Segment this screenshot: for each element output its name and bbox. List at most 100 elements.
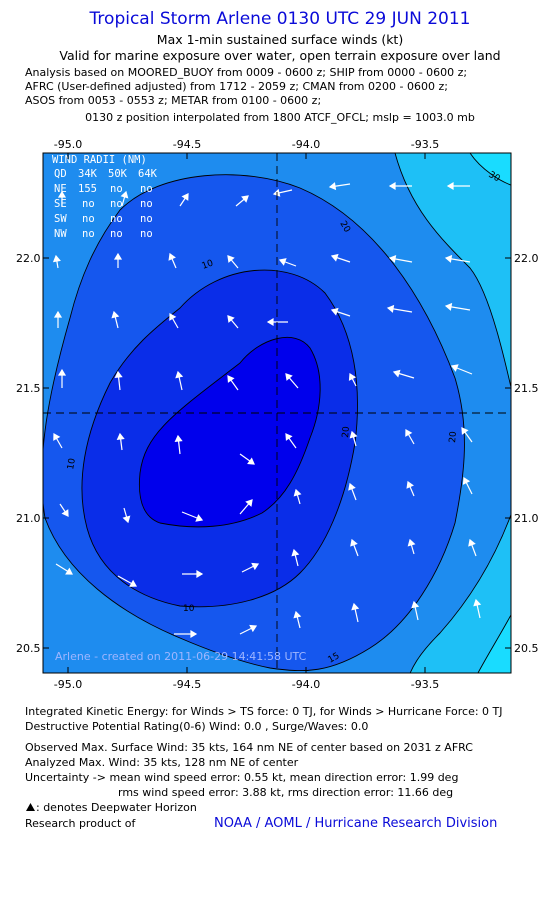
ike-line: Integrated Kinetic Energy: for Winds > T… bbox=[25, 705, 503, 718]
wind-radii-header: QD bbox=[54, 168, 67, 180]
wind-arrowhead bbox=[468, 538, 476, 547]
wind-radii-cell: SW bbox=[54, 213, 67, 225]
wind-band-25-30 bbox=[410, 514, 511, 673]
wind-arrowhead bbox=[351, 602, 360, 611]
wind-arrowhead bbox=[57, 190, 67, 198]
wind-arrowhead bbox=[116, 432, 125, 441]
isotach-25 bbox=[394, 153, 511, 390]
deepwater-legend-text: : denotes Deepwater Horizon bbox=[36, 801, 197, 814]
wind-arrowhead bbox=[227, 375, 235, 383]
wind-radii-cell: no bbox=[140, 228, 153, 240]
wind-arrowhead bbox=[181, 193, 189, 201]
lat-tick-label: 21.0 bbox=[514, 512, 539, 525]
wind-arrowhead bbox=[349, 430, 358, 439]
lon-tick-label: -94.0 bbox=[292, 138, 320, 151]
wind-arrowhead bbox=[241, 195, 249, 203]
wind-arrowhead bbox=[61, 509, 69, 517]
lat-tick-label: 21.5 bbox=[514, 382, 539, 395]
wind-radii-cell: no bbox=[140, 183, 153, 195]
rms-line: rms wind speed error: 3.88 kt, rms direc… bbox=[118, 786, 454, 799]
wind-arrowhead bbox=[293, 610, 302, 619]
wind-radii-cell: no bbox=[110, 198, 123, 210]
wind-arrowhead bbox=[196, 569, 204, 579]
wind-arrowhead bbox=[122, 515, 131, 524]
creation-watermark: Arlene - created on 2011-06-29 14:41:58 … bbox=[55, 650, 307, 663]
wind-arrowhead bbox=[461, 427, 469, 435]
map-title: Tropical Storm Arlene 0130 UTC 29 JUN 20… bbox=[89, 9, 471, 29]
contour-label: 15 bbox=[327, 651, 342, 665]
wind-arrowhead bbox=[450, 364, 459, 372]
lat-tick-label: 21.0 bbox=[16, 512, 41, 525]
wind-arrowhead bbox=[57, 368, 67, 376]
wind-band-gt-30 bbox=[470, 153, 511, 186]
lon-tick-label: -93.5 bbox=[411, 138, 439, 151]
wind-arrowhead bbox=[293, 488, 302, 497]
wind-radii-cell: no bbox=[140, 198, 153, 210]
wind-arrowhead bbox=[388, 181, 396, 191]
wind-arrowhead bbox=[266, 317, 274, 327]
wind-radii-cell: SE bbox=[54, 198, 67, 210]
wind-arrowhead bbox=[328, 182, 337, 191]
uncertainty-line: Uncertainty -> mean wind speed error: 0.… bbox=[25, 771, 459, 784]
wind-arrowhead bbox=[411, 600, 420, 609]
latitude-labels: 22.0 21.5 21.0 20.5 22.0 21.5 21.0 20.5 bbox=[16, 252, 539, 655]
wind-radii-cell: no bbox=[110, 183, 123, 195]
wind-radii-cell: no bbox=[82, 213, 95, 225]
wind-radii-cell: 155 bbox=[78, 183, 97, 195]
wind-arrowhead bbox=[251, 562, 260, 571]
wind-arrowhead bbox=[462, 476, 471, 485]
isotach-30 bbox=[477, 614, 511, 673]
lon-tick-label: -95.0 bbox=[54, 678, 82, 688]
interpolation-note: 0130 z position interpolated from 1800 A… bbox=[85, 111, 475, 124]
isotach-20 bbox=[43, 174, 465, 672]
lat-tick-label: 22.0 bbox=[16, 252, 41, 265]
wind-band-25-30 bbox=[395, 153, 511, 388]
wind-band-lt-10 bbox=[139, 337, 321, 527]
dpr-line: Destructive Potential Rating(0-6) Wind: … bbox=[25, 720, 369, 733]
isotach-10 bbox=[138, 336, 321, 528]
analysis-line: ASOS from 0053 - 0553 z; METAR from 0100… bbox=[25, 94, 322, 107]
wind-arrowhead bbox=[174, 434, 183, 443]
wind-vectors bbox=[52, 181, 482, 639]
analysis-line: AFRC (User-defined adjusted) from 1712 -… bbox=[25, 80, 448, 93]
wind-arrowhead bbox=[111, 310, 120, 319]
lon-tick-label: -95.0 bbox=[54, 138, 82, 151]
wind-arrowhead bbox=[190, 629, 198, 639]
research-label: Research product of bbox=[25, 817, 136, 830]
wind-arrowhead bbox=[291, 548, 300, 557]
longitude-labels: -95.0 -94.5 -94.0 -93.5 -95.0 -94.5 -94.… bbox=[54, 138, 439, 688]
wind-arrowhead bbox=[348, 482, 356, 491]
analyzed-max-line: Analyzed Max. Wind: 35 kts, 128 nm NE of… bbox=[25, 756, 299, 769]
wind-radii-header: 50K bbox=[108, 168, 128, 180]
wind-radii-cell: no bbox=[140, 213, 153, 225]
wind-arrowhead bbox=[114, 370, 123, 379]
wind-arrowhead bbox=[113, 252, 123, 260]
wind-arrowhead bbox=[278, 258, 287, 266]
wind-arrowhead bbox=[388, 255, 397, 263]
contour-label: 20 bbox=[341, 426, 352, 439]
contour-label: 10 bbox=[66, 457, 78, 470]
contour-label: 20 bbox=[448, 431, 459, 444]
tick-marks bbox=[43, 153, 511, 673]
lon-tick-label: -94.5 bbox=[173, 678, 201, 688]
wind-radii-cell: NE bbox=[54, 183, 67, 195]
wind-arrowhead bbox=[405, 428, 413, 437]
wind-arrowhead bbox=[120, 190, 129, 199]
platform-icon bbox=[26, 803, 35, 811]
analysis-line: Analysis based on MOORED_BUOY from 0009 … bbox=[25, 66, 468, 79]
contour-label: 10 bbox=[183, 604, 195, 614]
observed-max-line: Observed Max. Surface Wind: 35 kts, 164 … bbox=[25, 741, 473, 754]
lon-tick-label: -94.0 bbox=[292, 678, 320, 688]
wind-arrowhead bbox=[348, 372, 357, 381]
wind-arrowhead bbox=[330, 307, 339, 316]
map-subtitle: Max 1-min sustained surface winds (kt) bbox=[156, 32, 404, 47]
lon-tick-label: -93.5 bbox=[411, 678, 439, 688]
lat-tick-label: 20.5 bbox=[16, 642, 41, 655]
lat-tick-label: 21.5 bbox=[16, 382, 41, 395]
wind-arrowhead bbox=[65, 567, 73, 575]
isotach-30 bbox=[469, 153, 511, 186]
wind-arrowhead bbox=[285, 433, 293, 441]
wind-radii-cell: no bbox=[110, 213, 123, 225]
wind-arrowhead bbox=[168, 252, 176, 261]
isotach-15 bbox=[81, 269, 358, 608]
